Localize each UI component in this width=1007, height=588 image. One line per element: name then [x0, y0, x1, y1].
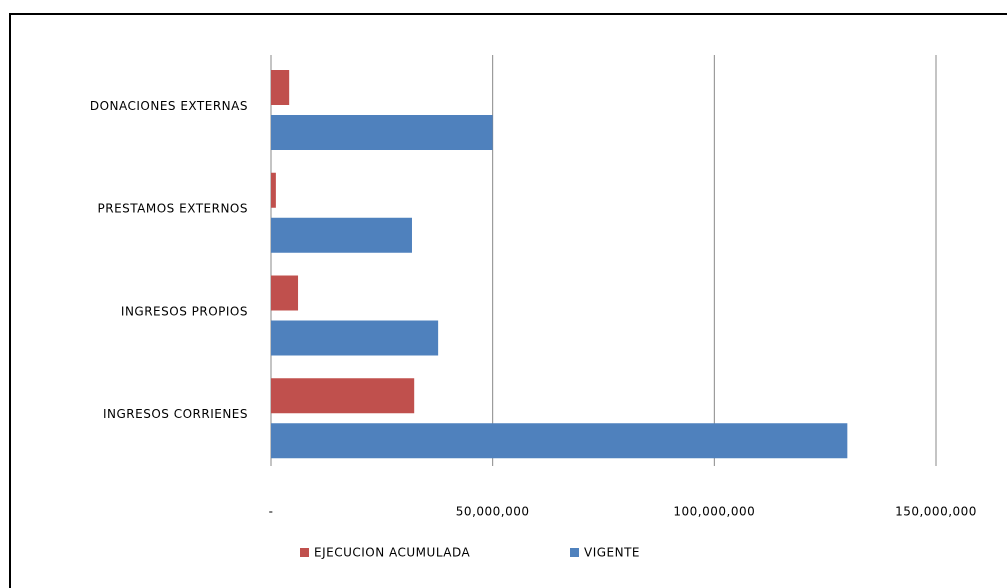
- bar: [271, 70, 290, 105]
- legend-label: VIGENTE: [584, 546, 640, 560]
- bar: [271, 423, 848, 459]
- x-tick-label: -: [269, 505, 274, 519]
- y-tick-label: DONACIONES EXTERNAS: [90, 99, 248, 113]
- y-tick-label: INGRESOS CORRIENES: [103, 407, 248, 421]
- x-tick-label: 50,000,000: [456, 505, 530, 519]
- legend-swatch: [570, 548, 579, 557]
- bar: [271, 275, 299, 311]
- bar: [271, 115, 493, 150]
- legend-label: EJECUCION ACUMULADA: [314, 546, 471, 560]
- bar: [271, 217, 412, 253]
- legend-swatch: [300, 548, 309, 557]
- x-tick-label: 100,000,000: [673, 505, 755, 519]
- bar: [271, 320, 439, 356]
- y-tick-label: PRESTAMOS EXTERNOS: [98, 202, 249, 216]
- x-tick-label: 150,000,000: [895, 505, 977, 519]
- bar: [271, 378, 415, 414]
- bar: [271, 172, 276, 208]
- frame: [9, 13, 1007, 588]
- y-tick-label: INGRESOS PROPIOS: [121, 304, 248, 318]
